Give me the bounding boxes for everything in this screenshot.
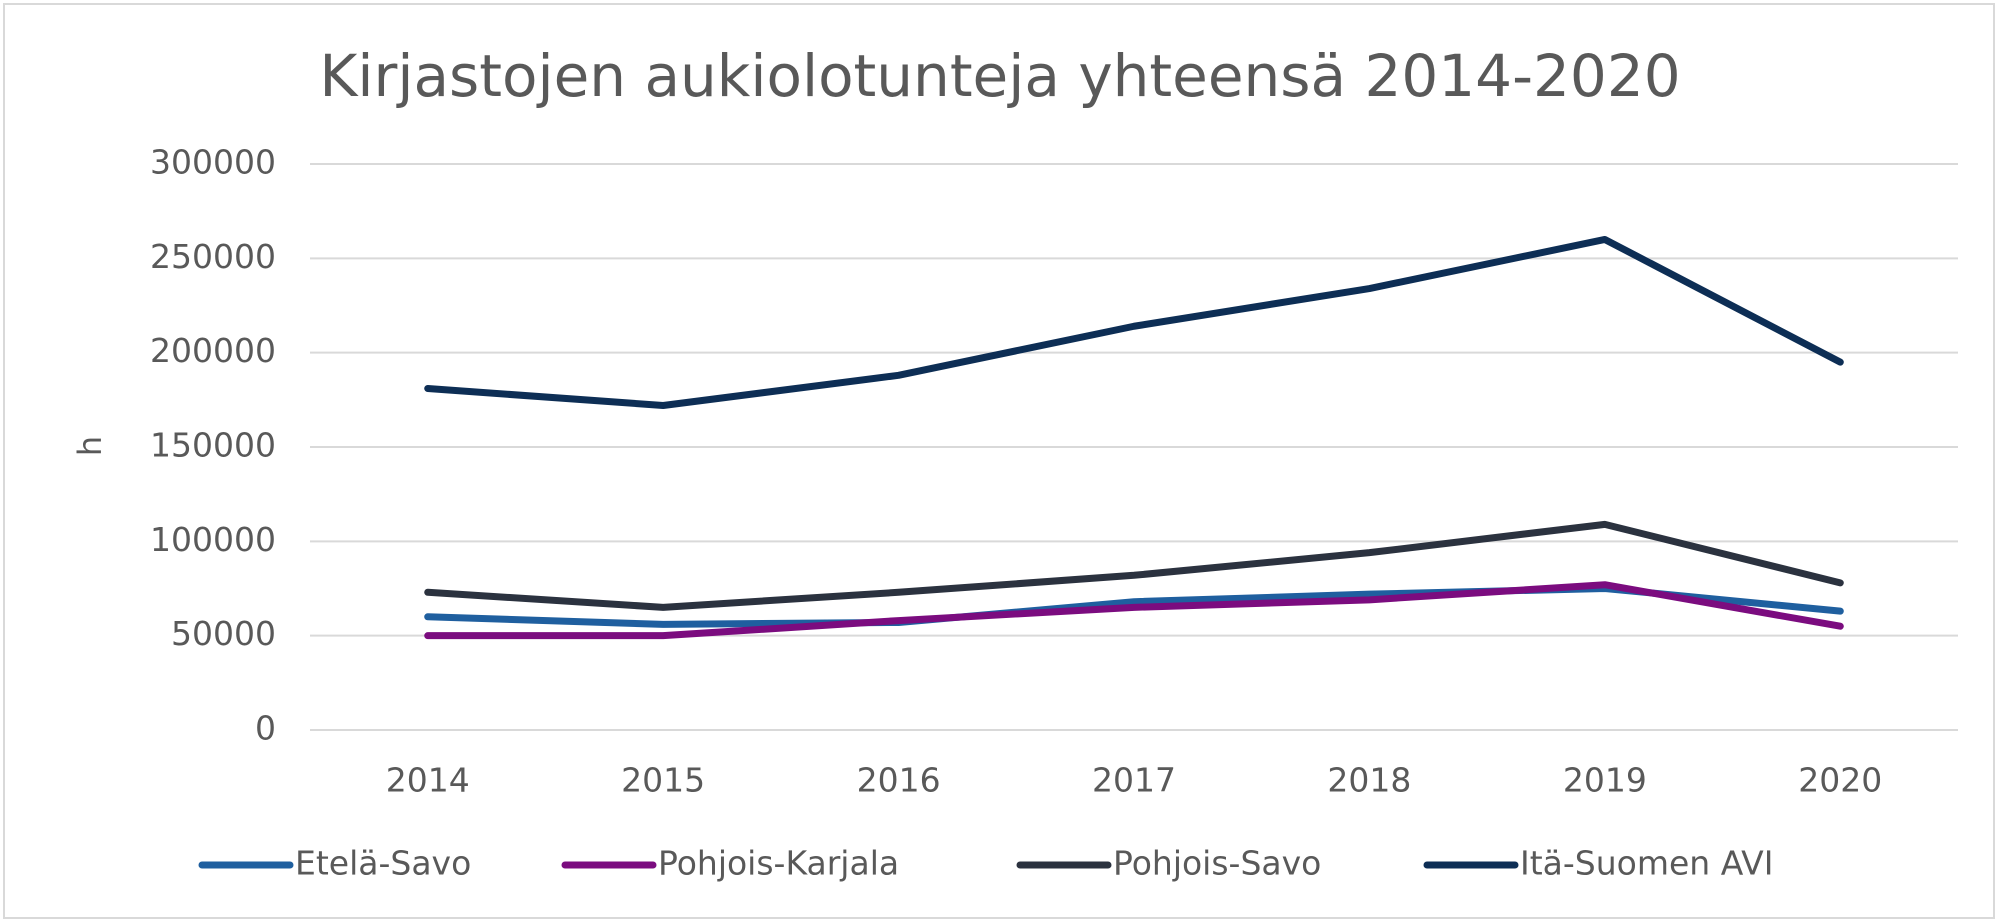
- y-tick-label: 0: [255, 709, 276, 748]
- legend-label: Etelä-Savo: [295, 844, 471, 883]
- chart-title: Kirjastojen aukiolotunteja yhteensä 2014…: [319, 42, 1680, 110]
- legend-label: Itä-Suomen AVI: [1520, 844, 1773, 883]
- y-tick-label: 200000: [150, 331, 276, 370]
- y-tick-label: 50000: [171, 614, 276, 653]
- chart-border: [3, 3, 1995, 919]
- series-line: [424, 235, 1844, 409]
- x-tick-label: 2017: [1092, 761, 1176, 800]
- y-tick-label: 100000: [150, 520, 276, 559]
- x-tick-label: 2014: [386, 761, 470, 800]
- legend-label: Pohjois-Karjala: [658, 844, 899, 883]
- y-axis-label: h: [71, 436, 109, 456]
- y-tick-label: 150000: [150, 426, 276, 465]
- x-tick-label: 2019: [1563, 761, 1647, 800]
- series-line: [424, 581, 1844, 640]
- x-tick-label: 2020: [1798, 761, 1882, 800]
- x-tick-label: 2018: [1327, 761, 1411, 800]
- x-tick-label: 2016: [857, 761, 941, 800]
- x-tick-label: 2015: [621, 761, 705, 800]
- series-line: [424, 585, 1844, 628]
- y-tick-label: 250000: [150, 237, 276, 276]
- series-line: [424, 520, 1844, 611]
- y-tick-label: 300000: [150, 143, 276, 182]
- legend-label: Pohjois-Savo: [1113, 844, 1321, 883]
